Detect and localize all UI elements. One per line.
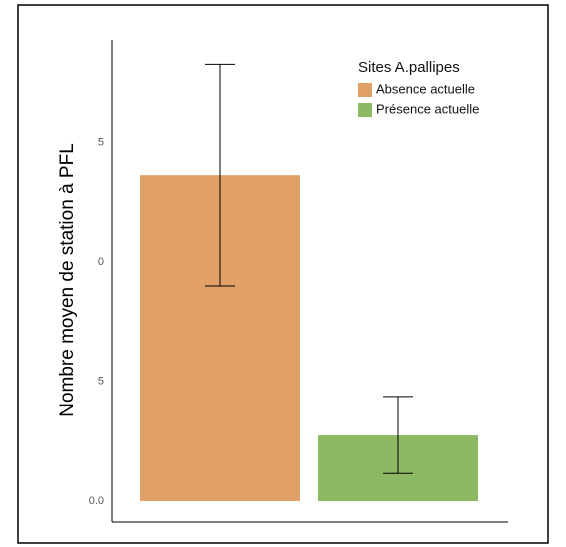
legend-swatch [358,103,372,117]
legend-label: Présence actuelle [376,101,479,116]
legend-title: Sites A.pallipes [358,59,460,76]
legend-swatch [358,83,372,97]
legend-label: Absence actuelle [376,81,475,96]
y-axis-label: Nombre moyen de station à PFL [57,143,78,417]
y-tick-label: 5 [98,137,104,149]
y-tick-label: 0.0 [89,495,104,507]
y-tick-label: 0 [98,256,104,268]
y-tick-label: 5 [98,375,104,387]
